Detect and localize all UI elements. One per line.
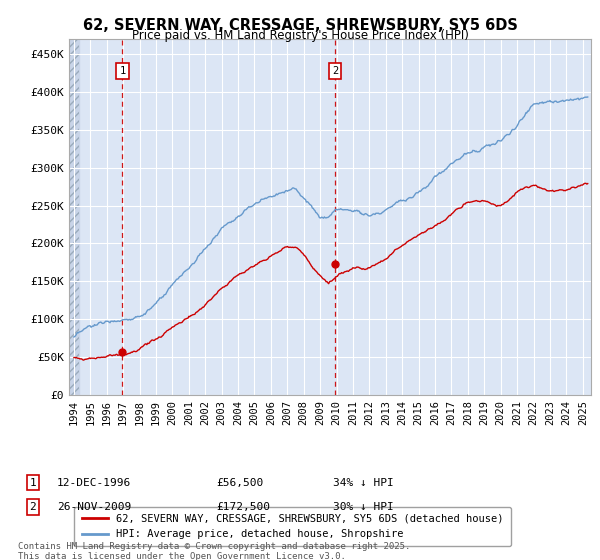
Text: 34% ↓ HPI: 34% ↓ HPI: [333, 478, 394, 488]
Polygon shape: [69, 39, 79, 395]
Text: Contains HM Land Registry data © Crown copyright and database right 2025.
This d: Contains HM Land Registry data © Crown c…: [18, 542, 410, 560]
Text: 26-NOV-2009: 26-NOV-2009: [57, 502, 131, 512]
Legend: 62, SEVERN WAY, CRESSAGE, SHREWSBURY, SY5 6DS (detached house), HPI: Average pri: 62, SEVERN WAY, CRESSAGE, SHREWSBURY, SY…: [74, 507, 511, 547]
Text: 62, SEVERN WAY, CRESSAGE, SHREWSBURY, SY5 6DS: 62, SEVERN WAY, CRESSAGE, SHREWSBURY, SY…: [83, 18, 517, 33]
Text: £56,500: £56,500: [216, 478, 263, 488]
Text: 2: 2: [332, 66, 338, 76]
Text: £172,500: £172,500: [216, 502, 270, 512]
Text: 2: 2: [29, 502, 37, 512]
Text: 1: 1: [119, 66, 125, 76]
Text: Price paid vs. HM Land Registry's House Price Index (HPI): Price paid vs. HM Land Registry's House …: [131, 29, 469, 42]
Text: 1: 1: [29, 478, 37, 488]
Text: 30% ↓ HPI: 30% ↓ HPI: [333, 502, 394, 512]
Text: 12-DEC-1996: 12-DEC-1996: [57, 478, 131, 488]
